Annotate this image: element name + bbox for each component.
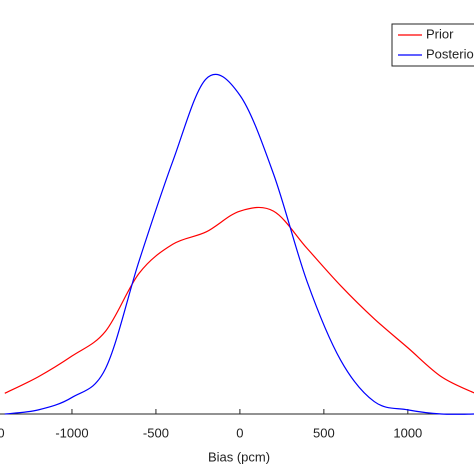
x-tick-label: 0 (236, 425, 243, 440)
legend-label: Prior (426, 26, 454, 41)
x-tick-label: 500 (313, 425, 335, 440)
x-axis-label: Bias (pcm) (208, 449, 270, 464)
series-line (4, 206, 474, 394)
x-tick-label: -1000 (55, 425, 88, 440)
x-tick-label: -1500 (0, 425, 5, 440)
x-tick-label: 1000 (393, 425, 422, 440)
series-line (4, 73, 474, 415)
legend-label: Posterior (426, 46, 474, 61)
x-tick-label: -500 (143, 425, 169, 440)
legend-box (391, 23, 474, 67)
